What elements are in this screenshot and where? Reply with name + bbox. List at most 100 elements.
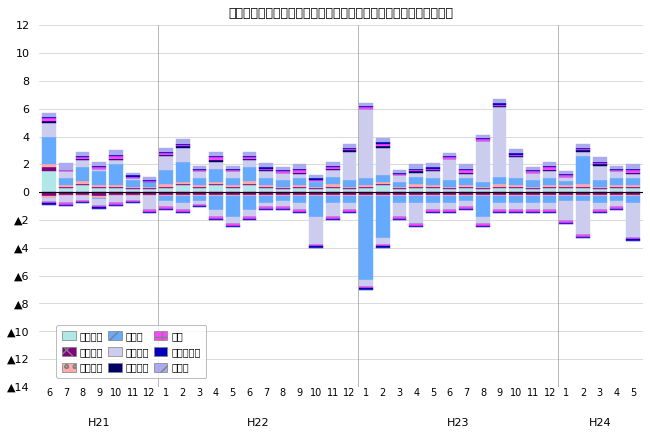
Bar: [42, 113, 56, 117]
Bar: [276, 189, 290, 192]
Bar: [493, 188, 506, 192]
Bar: [326, 170, 340, 177]
Bar: [226, 192, 240, 195]
Bar: [42, 203, 56, 205]
Bar: [209, 217, 223, 219]
Bar: [126, 175, 140, 177]
Bar: [142, 192, 156, 195]
Bar: [259, 209, 273, 210]
Bar: [576, 192, 590, 195]
Bar: [259, 168, 273, 170]
Bar: [476, 138, 490, 140]
Bar: [493, 103, 506, 105]
Bar: [192, 195, 206, 197]
Bar: [92, 167, 106, 168]
Bar: [326, 217, 340, 219]
Bar: [576, 188, 590, 192]
Bar: [126, 195, 140, 197]
Bar: [493, 212, 506, 213]
Bar: [159, 148, 173, 152]
Bar: [76, 200, 90, 202]
Bar: [59, 192, 73, 195]
Bar: [460, 170, 473, 173]
Bar: [526, 173, 540, 180]
Bar: [59, 185, 73, 187]
Bar: [59, 205, 73, 206]
Bar: [543, 162, 556, 166]
Bar: [292, 164, 306, 168]
Bar: [543, 170, 556, 172]
Bar: [376, 238, 390, 245]
Bar: [109, 203, 123, 205]
Bar: [343, 143, 356, 148]
Bar: [593, 189, 606, 192]
Bar: [393, 195, 406, 197]
Bar: [543, 197, 556, 203]
Bar: [560, 188, 573, 192]
Bar: [192, 197, 206, 200]
Title: 三重県鉱工業生産の業種別前月比寄与度の推移（季節調整済指数）: 三重県鉱工業生産の業種別前月比寄与度の推移（季節調整済指数）: [229, 7, 454, 20]
Bar: [159, 156, 173, 170]
Bar: [159, 200, 173, 207]
Bar: [576, 237, 590, 238]
Bar: [343, 180, 356, 187]
Bar: [309, 189, 323, 192]
Bar: [326, 168, 340, 170]
Bar: [76, 160, 90, 167]
Bar: [376, 245, 390, 246]
Bar: [259, 188, 273, 192]
Bar: [192, 168, 206, 170]
Bar: [393, 173, 406, 174]
Bar: [460, 195, 473, 197]
Bar: [109, 160, 123, 164]
Bar: [226, 187, 240, 188]
Bar: [626, 195, 640, 197]
Bar: [126, 173, 140, 175]
Bar: [593, 162, 606, 163]
Bar: [292, 185, 306, 187]
Bar: [142, 187, 156, 188]
Bar: [410, 195, 423, 197]
Bar: [393, 217, 406, 219]
Bar: [159, 153, 173, 155]
Bar: [510, 197, 523, 203]
Bar: [359, 107, 373, 109]
Bar: [393, 219, 406, 220]
Bar: [560, 195, 573, 197]
Bar: [92, 197, 106, 198]
Bar: [593, 203, 606, 210]
Bar: [309, 246, 323, 248]
Bar: [560, 172, 573, 174]
Bar: [92, 168, 106, 172]
Bar: [276, 200, 290, 207]
Bar: [259, 163, 273, 167]
Bar: [309, 217, 323, 245]
Bar: [59, 172, 73, 178]
Bar: [543, 167, 556, 170]
Bar: [176, 203, 190, 210]
Bar: [92, 192, 106, 197]
Bar: [543, 203, 556, 210]
Bar: [410, 226, 423, 227]
Bar: [560, 187, 573, 188]
Bar: [493, 107, 506, 177]
Bar: [276, 170, 290, 172]
Bar: [593, 157, 606, 162]
Bar: [76, 185, 90, 192]
Bar: [376, 184, 390, 185]
Bar: [410, 172, 423, 173]
Bar: [376, 197, 390, 238]
Bar: [292, 203, 306, 210]
Bar: [443, 157, 456, 159]
Bar: [593, 197, 606, 203]
Bar: [159, 187, 173, 188]
Bar: [92, 172, 106, 185]
Bar: [443, 197, 456, 203]
Bar: [476, 226, 490, 227]
Bar: [543, 188, 556, 192]
Bar: [476, 187, 490, 188]
Bar: [159, 184, 173, 187]
Text: H23: H23: [447, 417, 469, 428]
Bar: [493, 184, 506, 187]
Bar: [576, 197, 590, 200]
